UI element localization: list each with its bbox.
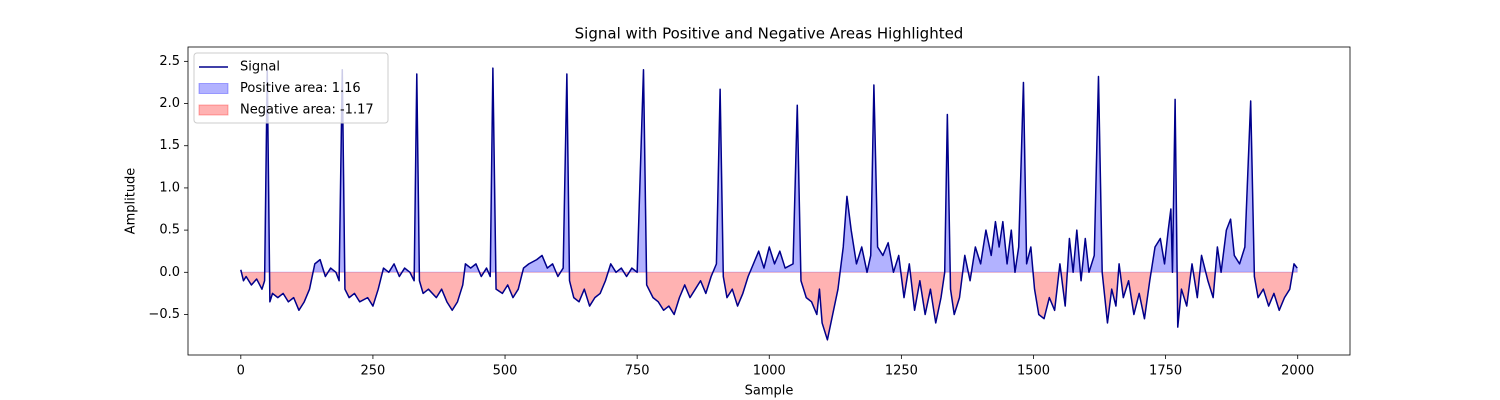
y-tick-label: 1.5 xyxy=(159,138,180,153)
legend-patch xyxy=(198,104,229,116)
x-tick-label: 1000 xyxy=(753,364,786,379)
x-tick-label: 1500 xyxy=(1017,364,1050,379)
y-tick-label: 2.5 xyxy=(159,54,180,69)
y-tick-label: 0.5 xyxy=(159,223,180,238)
positive-area xyxy=(240,68,1298,273)
y-axis-label: Amplitude xyxy=(124,168,139,235)
legend-label: Positive area: 1.16 xyxy=(240,81,361,96)
x-tick-label: 1750 xyxy=(1149,364,1182,379)
x-tick-label: 250 xyxy=(361,364,386,379)
x-tick-label: 2000 xyxy=(1281,364,1314,379)
negative-area xyxy=(240,272,1298,342)
y-tick-label: 2.0 xyxy=(159,96,180,111)
legend-box xyxy=(193,52,389,124)
legend-label: Signal xyxy=(240,60,280,75)
chart-title: Signal with Positive and Negative Areas … xyxy=(575,25,964,43)
plot-frame xyxy=(187,46,1351,356)
x-tick-label: 500 xyxy=(493,364,518,379)
signal-line xyxy=(240,67,1298,341)
x-axis-label: Sample xyxy=(745,384,794,399)
y-tick-label: −0.5 xyxy=(148,307,180,322)
y-tick-label: 1.0 xyxy=(159,180,180,195)
legend-patch xyxy=(198,83,229,94)
y-tick-label: 0.0 xyxy=(159,265,180,280)
x-tick-label: 1250 xyxy=(885,364,918,379)
x-tick-label: 0 xyxy=(237,364,245,379)
x-tick-label: 750 xyxy=(625,364,650,379)
legend-label: Negative area: -1.17 xyxy=(240,103,374,118)
